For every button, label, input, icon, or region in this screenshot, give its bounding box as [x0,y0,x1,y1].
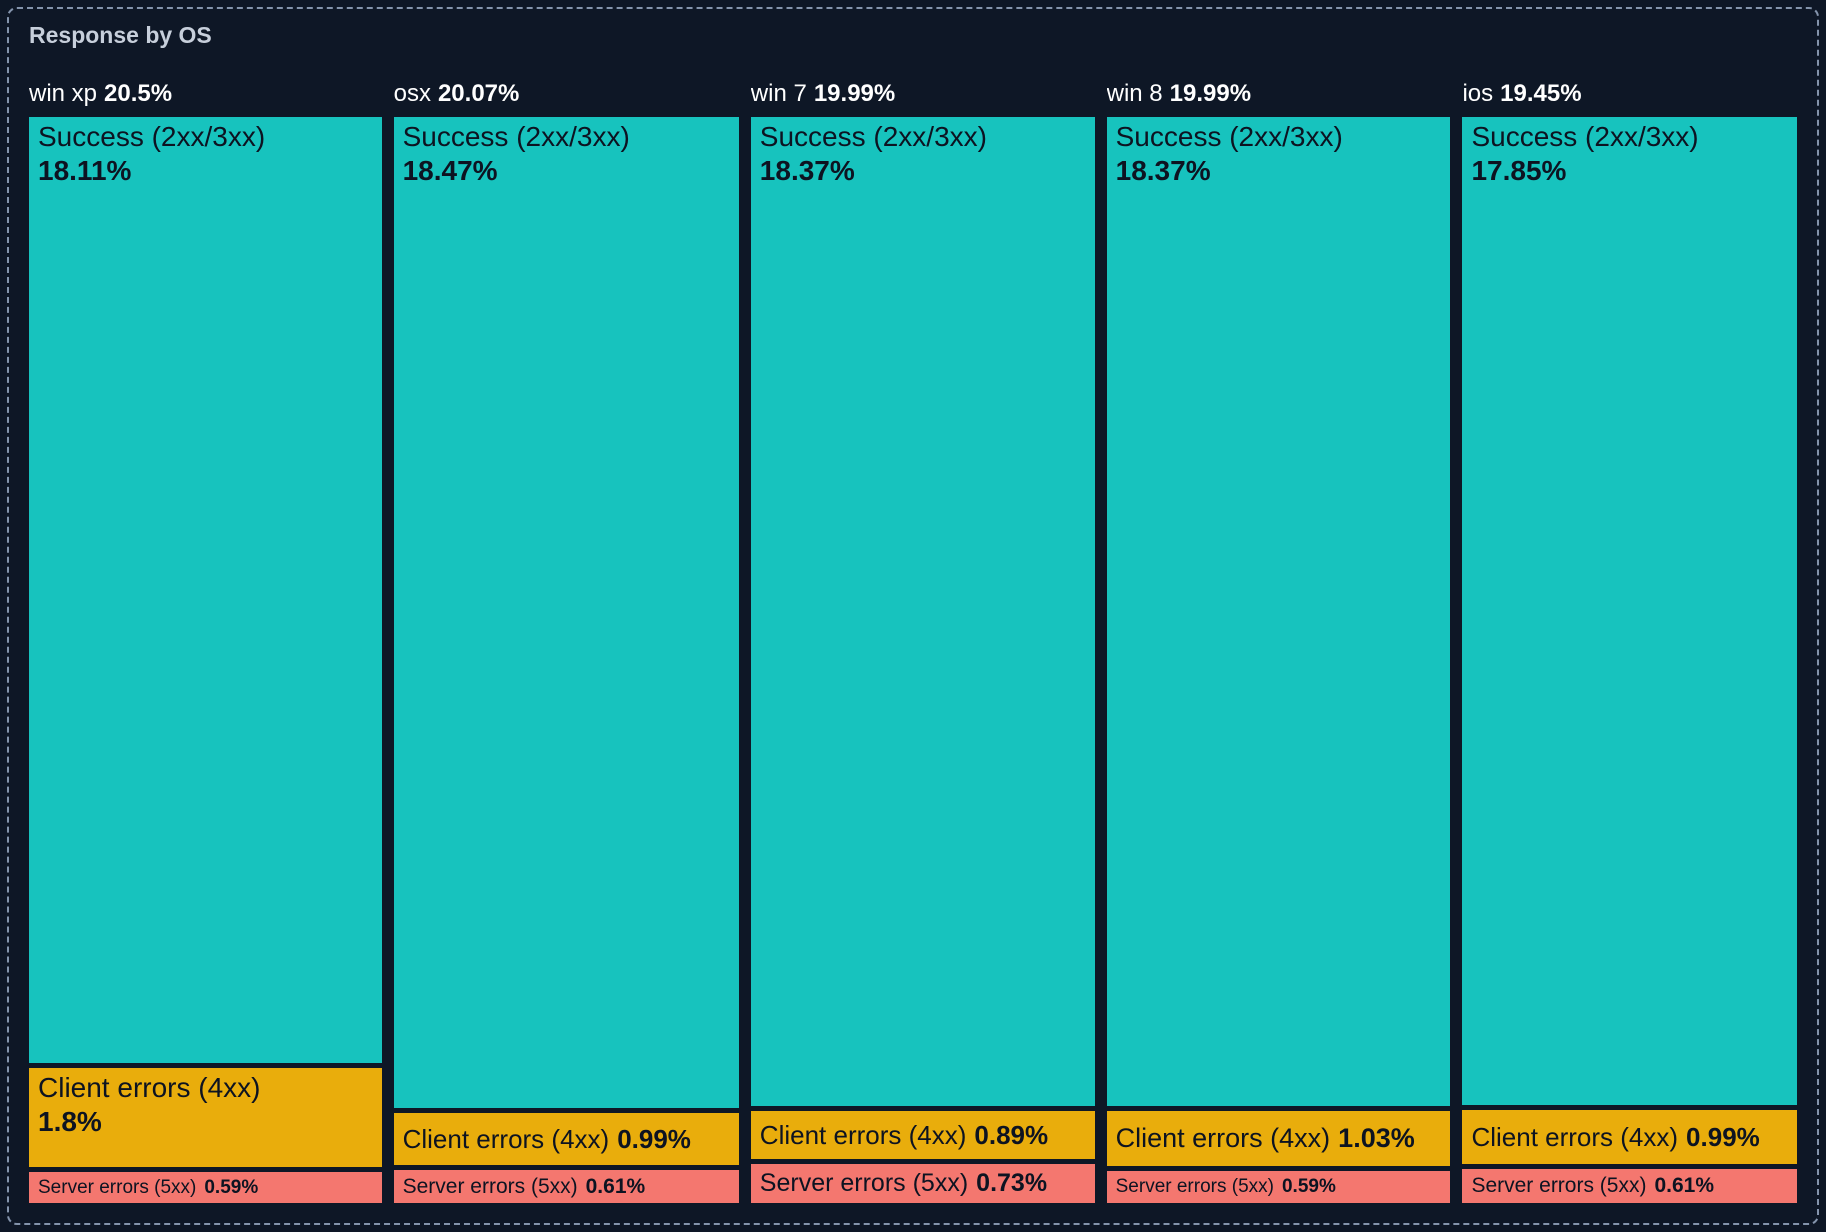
segment-label: Client errors (4xx) [1115,1123,1331,1154]
os-column-ios: ios 19.45% Success (2xx/3xx) 17.85% Client e… [1462,80,1797,1204]
os-total-percent: 19.99% [1169,80,1252,107]
segment-server[interactable]: Server errors (5xx) 0.73% [750,1163,1095,1203]
segment-client[interactable]: Client errors (4xx) 1.8% [29,1067,382,1168]
panel-title: Response by OS [29,22,212,48]
segment-success[interactable]: Success (2xx/3xx) 18.37% [1106,117,1451,1107]
treemap-chart: win xp 20.5% Success (2xx/3xx) 18.11% Client… [29,80,1797,1204]
segment-percent: 18.37% [759,154,855,186]
segment-label: Client errors (4xx) [759,1119,967,1150]
segment-client[interactable]: Client errors (4xx) 0.99% [393,1112,739,1166]
segment-percent: 0.99% [1686,1121,1760,1152]
os-column-win-xp: win xp 20.5% Success (2xx/3xx) 18.11% Client… [29,80,382,1203]
segment-client[interactable]: Client errors (4xx) 1.03% [1106,1111,1451,1167]
segment-success[interactable]: Success (2xx/3xx) 17.85% [1462,117,1797,1105]
segment-percent: 0.59% [204,1176,259,1198]
os-name: win 7 [750,80,807,107]
segment-server[interactable]: Server errors (5xx) 0.61% [1462,1169,1797,1204]
os-total-percent: 20.5% [104,80,173,107]
segment-success[interactable]: Success (2xx/3xx) 18.37% [750,117,1095,1107]
segment-percent: 17.85% [1471,154,1567,186]
segment-label: Client errors (4xx) [402,1123,610,1154]
segment-success[interactable]: Success (2xx/3xx) 18.11% [29,117,382,1063]
segment-percent: 1.03% [1338,1123,1415,1154]
segment-label: Server errors (5xx) [1471,1174,1647,1198]
os-column-blocks: Success (2xx/3xx) 18.37% Client errors (4x… [750,117,1095,1203]
segment-success[interactable]: Success (2xx/3xx) 18.47% [393,117,739,1108]
segment-client[interactable]: Client errors (4xx) 0.99% [1462,1109,1797,1165]
segment-client[interactable]: Client errors (4xx) 0.89% [750,1111,1095,1159]
os-name: win 8 [1106,80,1163,107]
os-column-header: ios 19.45% [1462,80,1797,108]
os-column-blocks: Success (2xx/3xx) 17.85% Client errors (4x… [1462,117,1797,1204]
segment-label: Success (2xx/3xx) [1471,121,1699,152]
segment-percent: 0.99% [617,1123,691,1154]
segment-percent: 0.61% [585,1174,646,1198]
segment-label: Server errors (5xx) [402,1174,578,1198]
segment-percent: 18.37% [1115,154,1211,186]
segment-label: Server errors (5xx) [1115,1176,1274,1198]
os-column-blocks: Success (2xx/3xx) 18.11% Client errors (4x… [29,117,382,1203]
os-column-header: win xp 20.5% [29,80,382,108]
segment-server[interactable]: Server errors (5xx) 0.61% [393,1170,739,1203]
segment-percent: 0.73% [976,1168,1048,1197]
os-column-header: win 7 19.99% [751,80,1095,108]
segment-label: Success (2xx/3xx) [402,121,630,152]
os-total-percent: 20.07% [437,80,520,107]
segment-label: Success (2xx/3xx) [38,121,266,152]
response-by-os-panel: Response by OS win xp 20.5% Success (2xx/3… [7,7,1819,1225]
segment-label: Client errors (4xx) [1471,1121,1679,1152]
segment-percent: 0.89% [974,1119,1049,1150]
os-column-win-8: win 8 19.99% Success (2xx/3xx) 18.37% Client… [1106,80,1451,1203]
segment-percent: 0.59% [1281,1176,1336,1198]
segment-percent: 18.11% [38,154,132,186]
os-name: ios [1462,80,1494,107]
segment-label: Client errors (4xx) [38,1071,261,1103]
os-name: win xp [29,80,98,107]
segment-percent: 18.47% [402,154,498,186]
segment-server[interactable]: Server errors (5xx) 0.59% [29,1172,382,1203]
os-column-blocks: Success (2xx/3xx) 18.37% Client errors (4x… [1106,117,1451,1203]
segment-percent: 1.8% [38,1105,102,1137]
os-column-blocks: Success (2xx/3xx) 18.47% Client errors (4x… [393,117,739,1203]
os-column-win-7: win 7 19.99% Success (2xx/3xx) 18.37% Client… [750,80,1095,1203]
segment-server[interactable]: Server errors (5xx) 0.59% [1106,1171,1451,1203]
segment-label: Success (2xx/3xx) [1115,121,1343,152]
os-column-osx: osx 20.07% Success (2xx/3xx) 18.47% Client e… [393,80,739,1203]
os-name: osx [393,80,431,107]
os-total-percent: 19.45% [1500,80,1582,107]
segment-label: Server errors (5xx) [38,1176,197,1198]
os-column-header: osx 20.07% [394,80,739,108]
segment-percent: 0.61% [1654,1174,1715,1198]
os-total-percent: 19.99% [813,80,896,107]
segment-label: Success (2xx/3xx) [759,121,987,152]
os-column-header: win 8 19.99% [1107,80,1451,108]
segment-label: Server errors (5xx) [759,1168,969,1197]
